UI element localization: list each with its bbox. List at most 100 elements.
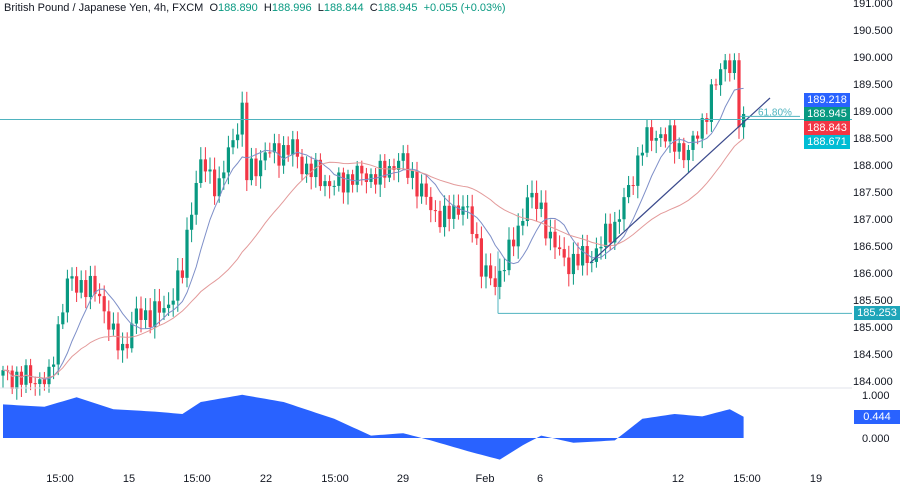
y-tick-label: 191.000 <box>853 0 893 10</box>
candle-body <box>378 160 382 185</box>
candle-body <box>466 206 470 208</box>
candle-body <box>663 134 667 142</box>
candle-body <box>401 153 405 161</box>
o-label: O <box>209 2 219 14</box>
y-tick-label: 185.500 <box>853 295 893 307</box>
candle-body <box>364 173 368 182</box>
level-price-label: 185.253 <box>854 306 900 321</box>
x-tick-label: 15 <box>123 473 135 485</box>
candle-body <box>599 246 603 249</box>
candle-body <box>645 127 649 153</box>
oscillator-area <box>3 394 744 460</box>
candle-body <box>47 366 51 385</box>
y-tick-label: 184.500 <box>853 349 893 361</box>
x-tick-label: 6 <box>537 473 543 485</box>
candle-body <box>604 223 608 247</box>
candle-body <box>259 160 263 177</box>
price-label: 188.843 <box>804 121 850 135</box>
candle-body <box>295 139 299 157</box>
candle-body <box>360 165 364 174</box>
candle-body <box>691 135 695 150</box>
candle-body <box>148 310 152 328</box>
candle-body <box>332 185 336 187</box>
fib-label: 61.80% <box>758 107 792 118</box>
candle-body <box>548 231 552 239</box>
candle-body <box>144 310 148 320</box>
candle-body <box>498 270 502 287</box>
candle-body <box>268 152 272 154</box>
candle-body <box>79 280 83 293</box>
candle-body <box>686 149 690 161</box>
candle-body <box>300 156 304 175</box>
candle-body <box>374 174 378 185</box>
candle-body <box>525 197 529 222</box>
candle-body <box>328 181 332 187</box>
candle-body <box>231 140 235 148</box>
candle-body <box>677 143 681 152</box>
oscillator-tick: 1.000 <box>862 390 890 402</box>
candle-body <box>682 143 686 161</box>
candle-body <box>719 69 723 86</box>
candle-body <box>539 202 543 209</box>
candle-body <box>185 229 189 278</box>
candle-body <box>199 159 203 183</box>
candle-body <box>240 102 244 135</box>
candle-body <box>737 60 741 128</box>
candle-body <box>415 170 419 197</box>
h-label: H <box>263 2 272 14</box>
candle-body <box>429 196 433 211</box>
candle-body <box>383 160 387 178</box>
candle-body <box>125 343 129 349</box>
candle-body <box>222 172 226 179</box>
oscillator-value-label: 0.444 <box>854 409 900 424</box>
candle-body <box>433 210 437 212</box>
candle-body <box>723 60 727 70</box>
candle-body <box>447 205 451 219</box>
open-value: 188.890 <box>218 2 258 14</box>
candle-body <box>392 166 396 170</box>
x-tick-label: 12 <box>672 473 684 485</box>
y-tick-label: 190.000 <box>853 52 893 64</box>
y-tick-label: 187.000 <box>853 214 893 226</box>
candle-body <box>245 102 249 181</box>
candle-body <box>728 60 732 74</box>
y-tick-label: 188.500 <box>853 133 893 145</box>
candle-body <box>180 270 184 278</box>
chart-title: British Pound / Japanese Yen, 4h, FXCM O… <box>4 2 506 14</box>
y-tick-label: 190.500 <box>853 25 893 37</box>
candle-body <box>254 158 258 177</box>
candle-body <box>15 371 19 389</box>
candle-body <box>627 185 631 198</box>
candle-body <box>613 221 617 243</box>
candle-body <box>456 205 460 215</box>
candle-body <box>443 205 447 228</box>
candle-body <box>38 379 42 385</box>
candle-body <box>217 178 221 197</box>
l-label: L <box>317 2 324 14</box>
candle-body <box>19 371 23 385</box>
candle-body <box>29 365 33 384</box>
candle-body <box>139 308 143 320</box>
x-tick-label: 15:00 <box>321 473 349 485</box>
candle-body <box>470 206 474 234</box>
y-tick-label: 184.000 <box>853 376 893 388</box>
symbol-label: British Pound / Japanese Yen, 4h, FXCM <box>4 2 204 14</box>
candle-body <box>640 152 644 156</box>
candle-body <box>397 160 401 170</box>
y-tick-label: 189.000 <box>853 106 893 118</box>
candle-body <box>176 270 180 301</box>
candle-body <box>226 147 230 173</box>
low-value: 188.844 <box>323 2 364 14</box>
close-value: 188.945 <box>377 2 418 14</box>
candle-body <box>65 278 69 313</box>
candle-body <box>650 127 654 141</box>
candle-body <box>521 221 525 226</box>
candle-body <box>507 239 511 271</box>
candle-body <box>594 248 598 262</box>
candle-body <box>98 293 102 297</box>
candle-body <box>622 197 626 220</box>
candle-body <box>420 183 424 197</box>
y-tick-label: 189.500 <box>853 79 893 91</box>
candle-body <box>636 155 640 186</box>
